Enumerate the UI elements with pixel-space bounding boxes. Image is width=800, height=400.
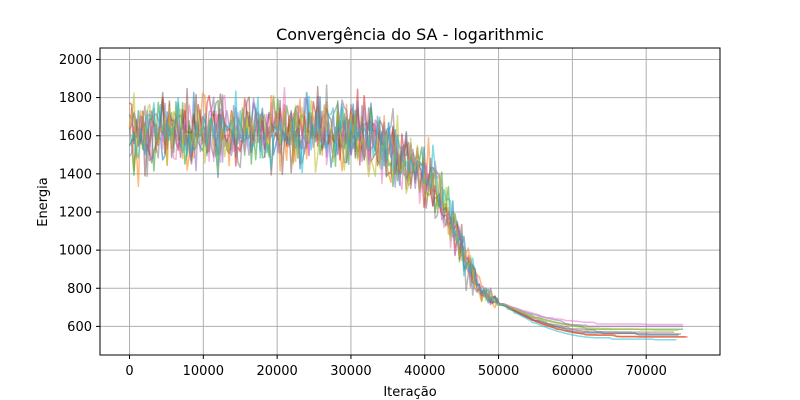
x-axis-label: Iteração xyxy=(383,385,436,400)
x-tick-label: 0 xyxy=(125,364,133,379)
y-axis-label: Energia xyxy=(36,177,51,226)
chart-title: Convergência do SA - logarithmic xyxy=(276,25,544,44)
y-tick-label: 1400 xyxy=(59,167,92,182)
x-tick-label: 60000 xyxy=(552,364,593,379)
y-tick-label: 1000 xyxy=(59,244,92,259)
x-tick-label: 50000 xyxy=(478,364,519,379)
y-tick-label: 1800 xyxy=(59,91,92,106)
series-lines xyxy=(128,84,688,341)
series-line-10 xyxy=(128,90,677,341)
x-tick-label: 10000 xyxy=(183,364,224,379)
x-tick-label: 40000 xyxy=(404,364,445,379)
x-tick-label: 20000 xyxy=(256,364,297,379)
plot-frame xyxy=(99,47,721,356)
y-tick-label: 1600 xyxy=(59,129,92,144)
y-tick-label: 600 xyxy=(67,320,92,335)
x-tick-label: 70000 xyxy=(626,364,667,379)
series-line-5 xyxy=(128,96,684,328)
x-tick-label: 30000 xyxy=(330,364,371,379)
y-tick-label: 2000 xyxy=(59,53,92,68)
ticks: 0 10000 20000 30000 40000 50000 60000 70000 600 8… xyxy=(59,53,667,379)
y-tick-label: 800 xyxy=(67,282,92,297)
y-tick-label: 1200 xyxy=(59,205,92,220)
series-line-9 xyxy=(128,92,679,331)
